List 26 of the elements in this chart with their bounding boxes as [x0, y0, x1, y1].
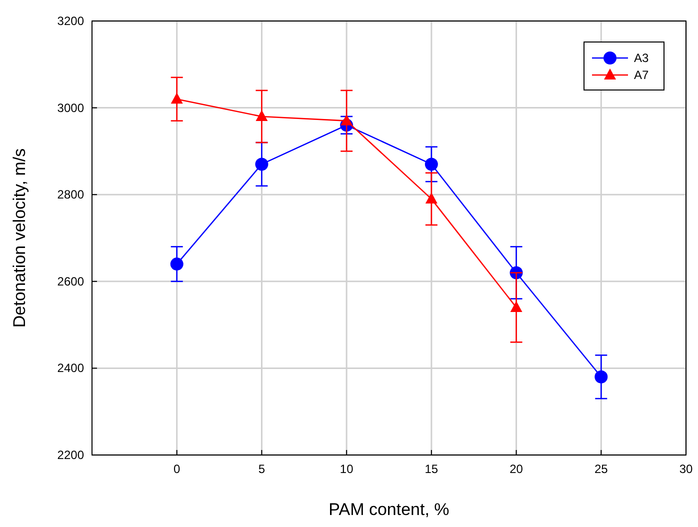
x-tick-label: 25 — [594, 462, 608, 476]
point — [170, 258, 184, 271]
point — [340, 114, 353, 126]
x-tick-label: 15 — [424, 462, 438, 476]
y-tick-label: 2600 — [57, 274, 84, 288]
y-tick-label: 3200 — [57, 14, 84, 28]
y-tick-label: 2400 — [57, 361, 84, 376]
point — [256, 110, 268, 121]
x-tick-label: 5 — [258, 462, 266, 476]
point — [425, 192, 438, 204]
point — [255, 158, 268, 171]
y-tick-label: 2800 — [57, 188, 84, 202]
x-tick-label: 10 — [340, 462, 354, 476]
y-tick-label: 3000 — [57, 100, 84, 115]
x-axis-title: PAM content, % — [328, 500, 450, 519]
point — [594, 370, 608, 384]
point — [170, 92, 183, 104]
legend-label: A7 — [634, 68, 650, 82]
point — [510, 300, 522, 312]
x-tick-label: 20 — [510, 462, 524, 476]
x-tick-label: 30 — [679, 462, 693, 476]
y-axis-title: Detonation velocity, m/s — [10, 148, 29, 328]
x-tick-label: 0 — [174, 462, 181, 476]
y-tick-label: 2200 — [57, 448, 84, 462]
point — [424, 158, 438, 171]
legend-label: A3 — [634, 51, 650, 65]
